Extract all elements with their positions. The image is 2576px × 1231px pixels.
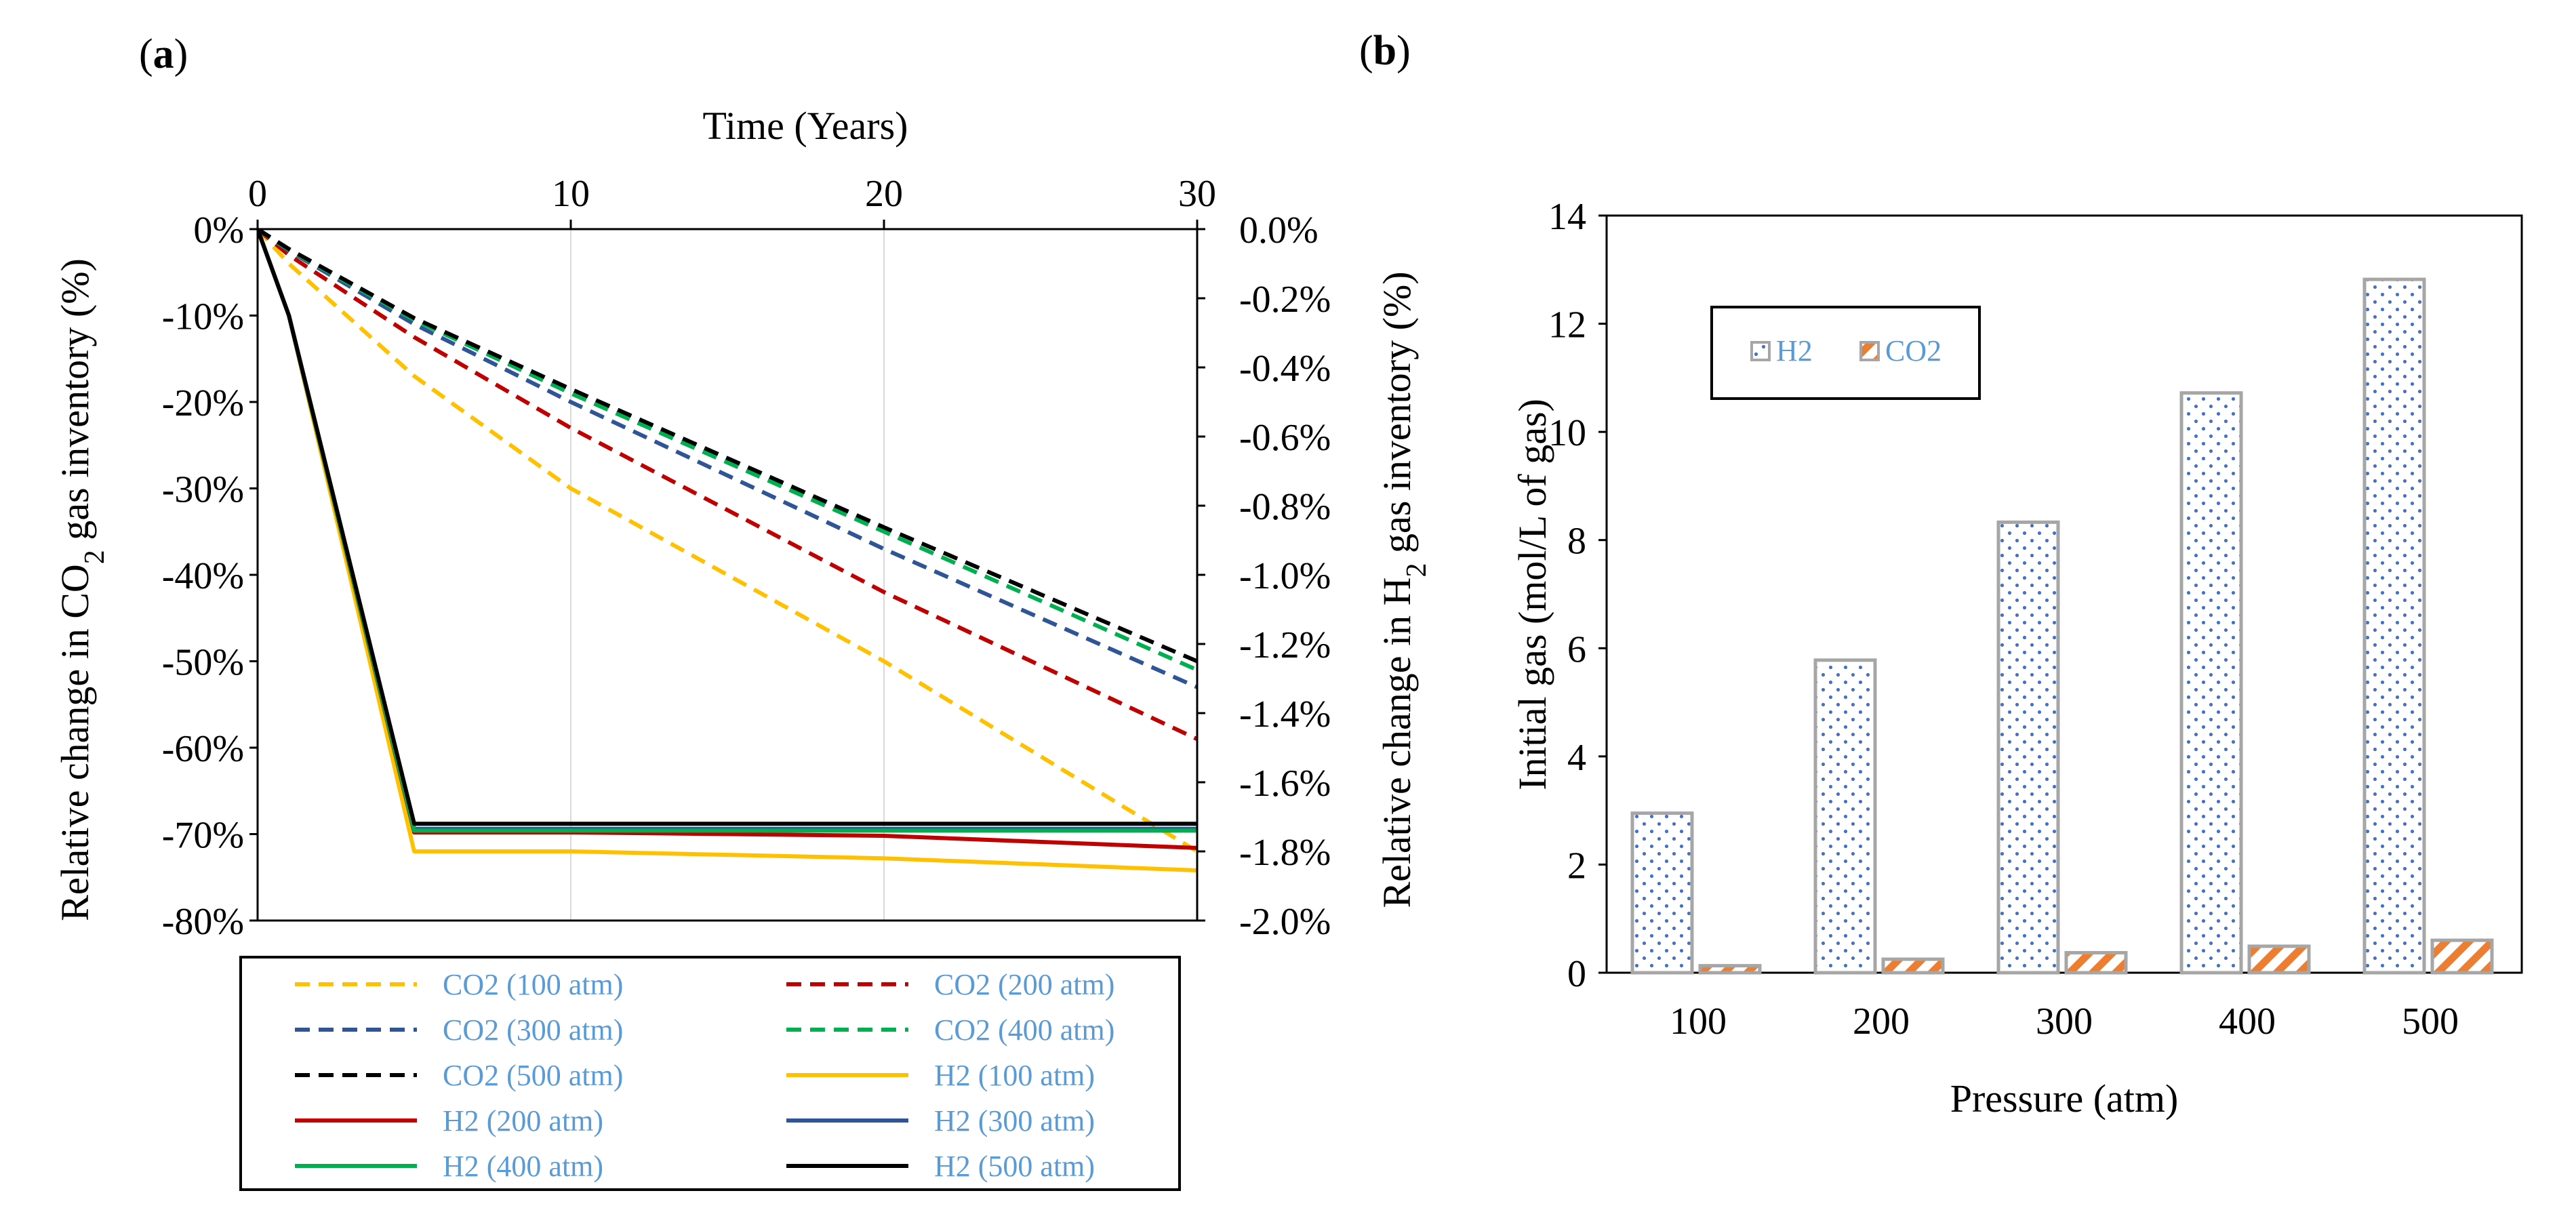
panel-a-series-line-co2-100-atm [258,229,1197,853]
panel-b-y-tick-label: 12 [1548,304,1586,346]
panel-a-legend-label: CO2 (200 atm) [934,968,1114,1001]
panel-b-y-tick-label: 4 [1567,737,1586,779]
panel-a-x-tick-label: 10 [552,173,590,215]
panel-b-bar-h2-300 [1996,520,2060,975]
panel-a-legend-label: CO2 (100 atm) [443,968,623,1001]
panel-b-bar-co2-200 [1881,957,1945,975]
panel-a-plot-frame [256,228,1199,922]
panel-b-y-tick-label: 2 [1567,845,1586,887]
panel-a-legend-label: CO2 (400 atm) [934,1013,1114,1047]
panel-a-right-tick-label: -0.4% [1239,348,1331,390]
panel-a-right-tick-label: -0.2% [1239,279,1331,321]
panel-a-left-tick-label: -40% [162,555,244,597]
panel-a-right-axis-title: Relative change in H2 gas inventory (%) [1375,271,1432,908]
panel-a-right-tick-label: -1.6% [1239,763,1331,805]
panel-a-x-axis-title: Time (Years) [703,104,908,148]
panel-b-y-tick-label: 14 [1548,196,1586,238]
panel-b-plot-frame [1605,214,2523,974]
panel-b-x-tick-label: 500 [2402,1001,2459,1043]
panel-b-y-tick-label: 0 [1567,953,1586,995]
panel-b-bar-h2-500 [2362,277,2426,975]
panel-a-legend: CO2 (100 atm) CO2 (200 atm) CO2 (300 atm) C… [295,968,1114,1183]
panel-a-left-axis-title: Relative change in CO2 gas inventory (%) [53,258,110,921]
panel-a-legend-label: H2 (500 atm) [934,1150,1095,1183]
panel-b-y-axis-title: Initial gas (mol/L of gas) [1510,399,1554,790]
panel-a-left-tick-label: -60% [162,728,244,770]
panel-b-bar-co2-500 [2430,938,2494,975]
panel-a-x-tick-label: 0 [248,173,267,215]
panel-a-series-line-co2-200-atm [258,229,1197,742]
panel-b-legend-swatch [1750,341,1771,361]
panel-b-x-axis-title: Pressure (atm) [1950,1076,2179,1121]
panel-b-bar-co2-100 [1698,964,1762,975]
panel-b-x-tick-label: 300 [2036,1001,2093,1043]
panel-b-x-tick-label: 100 [1670,1001,1727,1043]
panel-a-series-line-co2-500-atm [258,229,1197,664]
panel-a-left-tick-label: -70% [162,815,244,857]
panel-a-right-tick-label: -1.2% [1239,624,1331,666]
panel-a-legend-label: H2 (200 atm) [443,1104,603,1137]
panel-a-left-tick-label: -20% [162,382,244,424]
panel-a-label: (a) [139,31,188,77]
panel-b-legend-label: H2 [1776,334,1813,367]
panel-a-left-tick-label: -50% [162,642,244,684]
panel-a-legend-label: H2 (400 atm) [443,1150,603,1183]
panel-a-ticks: 0 10 20 30 0% -10% -20% -30% -40% -50% -60% -70% -80… [162,173,1331,943]
panel-a-legend-label: H2 (100 atm) [934,1059,1095,1092]
panel-a-right-tick-label: -0.8% [1239,486,1331,528]
panel-b-ticks: 0 2 4 6 8 10 12 14 100 200 300 400 500 [1548,196,2459,1043]
panel-b-bars [1630,277,2494,975]
panel-a-right-tick-label: -1.0% [1239,555,1331,597]
panel-b-y-tick-label: 6 [1567,628,1586,670]
panel-a-right-tick-label: -2.0% [1239,901,1331,943]
panel-a-series-line-h2-300-atm [258,229,1197,831]
panel-a-x-tick-label: 20 [865,173,903,215]
panel-a-right-tick-label: -1.8% [1239,832,1331,874]
panel-a-legend-label: CO2 (300 atm) [443,1013,623,1047]
panel-b-bar-h2-200 [1813,658,1877,975]
panel-b-bar-co2-400 [2247,944,2311,975]
panel-a-x-tick-label: 30 [1178,173,1216,215]
panel-a-series-line-h2-400-atm [258,229,1197,833]
panel-a-legend-label: H2 (300 atm) [934,1104,1095,1137]
panel-b-bar-co2-300 [2064,950,2128,975]
panel-a-series-line-co2-400-atm [258,229,1197,672]
panel-b-legend-swatch [1859,341,1880,361]
panel-a-legend-label: CO2 (500 atm) [443,1059,623,1092]
panel-a-left-tick-label: -30% [162,469,244,511]
panel-a-right-tick-label: -1.4% [1239,693,1331,735]
panel-b-y-tick-label: 8 [1567,521,1586,563]
panel-b-bar-h2-400 [2179,391,2243,975]
panel-a-gridlines [570,229,885,921]
panel-a-left-tick-label: -10% [162,296,244,338]
panel-a-left-tick-label: 0% [193,209,244,251]
panel-b-x-tick-label: 200 [1853,1001,1910,1043]
panel-b-x-tick-label: 400 [2219,1001,2276,1043]
panel-a-right-tick-label: -0.6% [1239,417,1331,459]
panel-b-bar-h2-100 [1630,811,1694,975]
panel-b-y-tick-label: 10 [1548,412,1586,454]
panel-a-series-line-h2-500-atm [258,229,1197,826]
panel-a-right-tick-label: 0.0% [1239,209,1319,251]
panel-b-legend: H2 CO2 [1750,334,1941,367]
panel-b-legend-label: CO2 [1885,334,1941,367]
panel-a-left-tick-label: -80% [162,901,244,943]
panel-b-label: (b) [1359,28,1411,74]
panel-a-series-group [258,229,1197,872]
